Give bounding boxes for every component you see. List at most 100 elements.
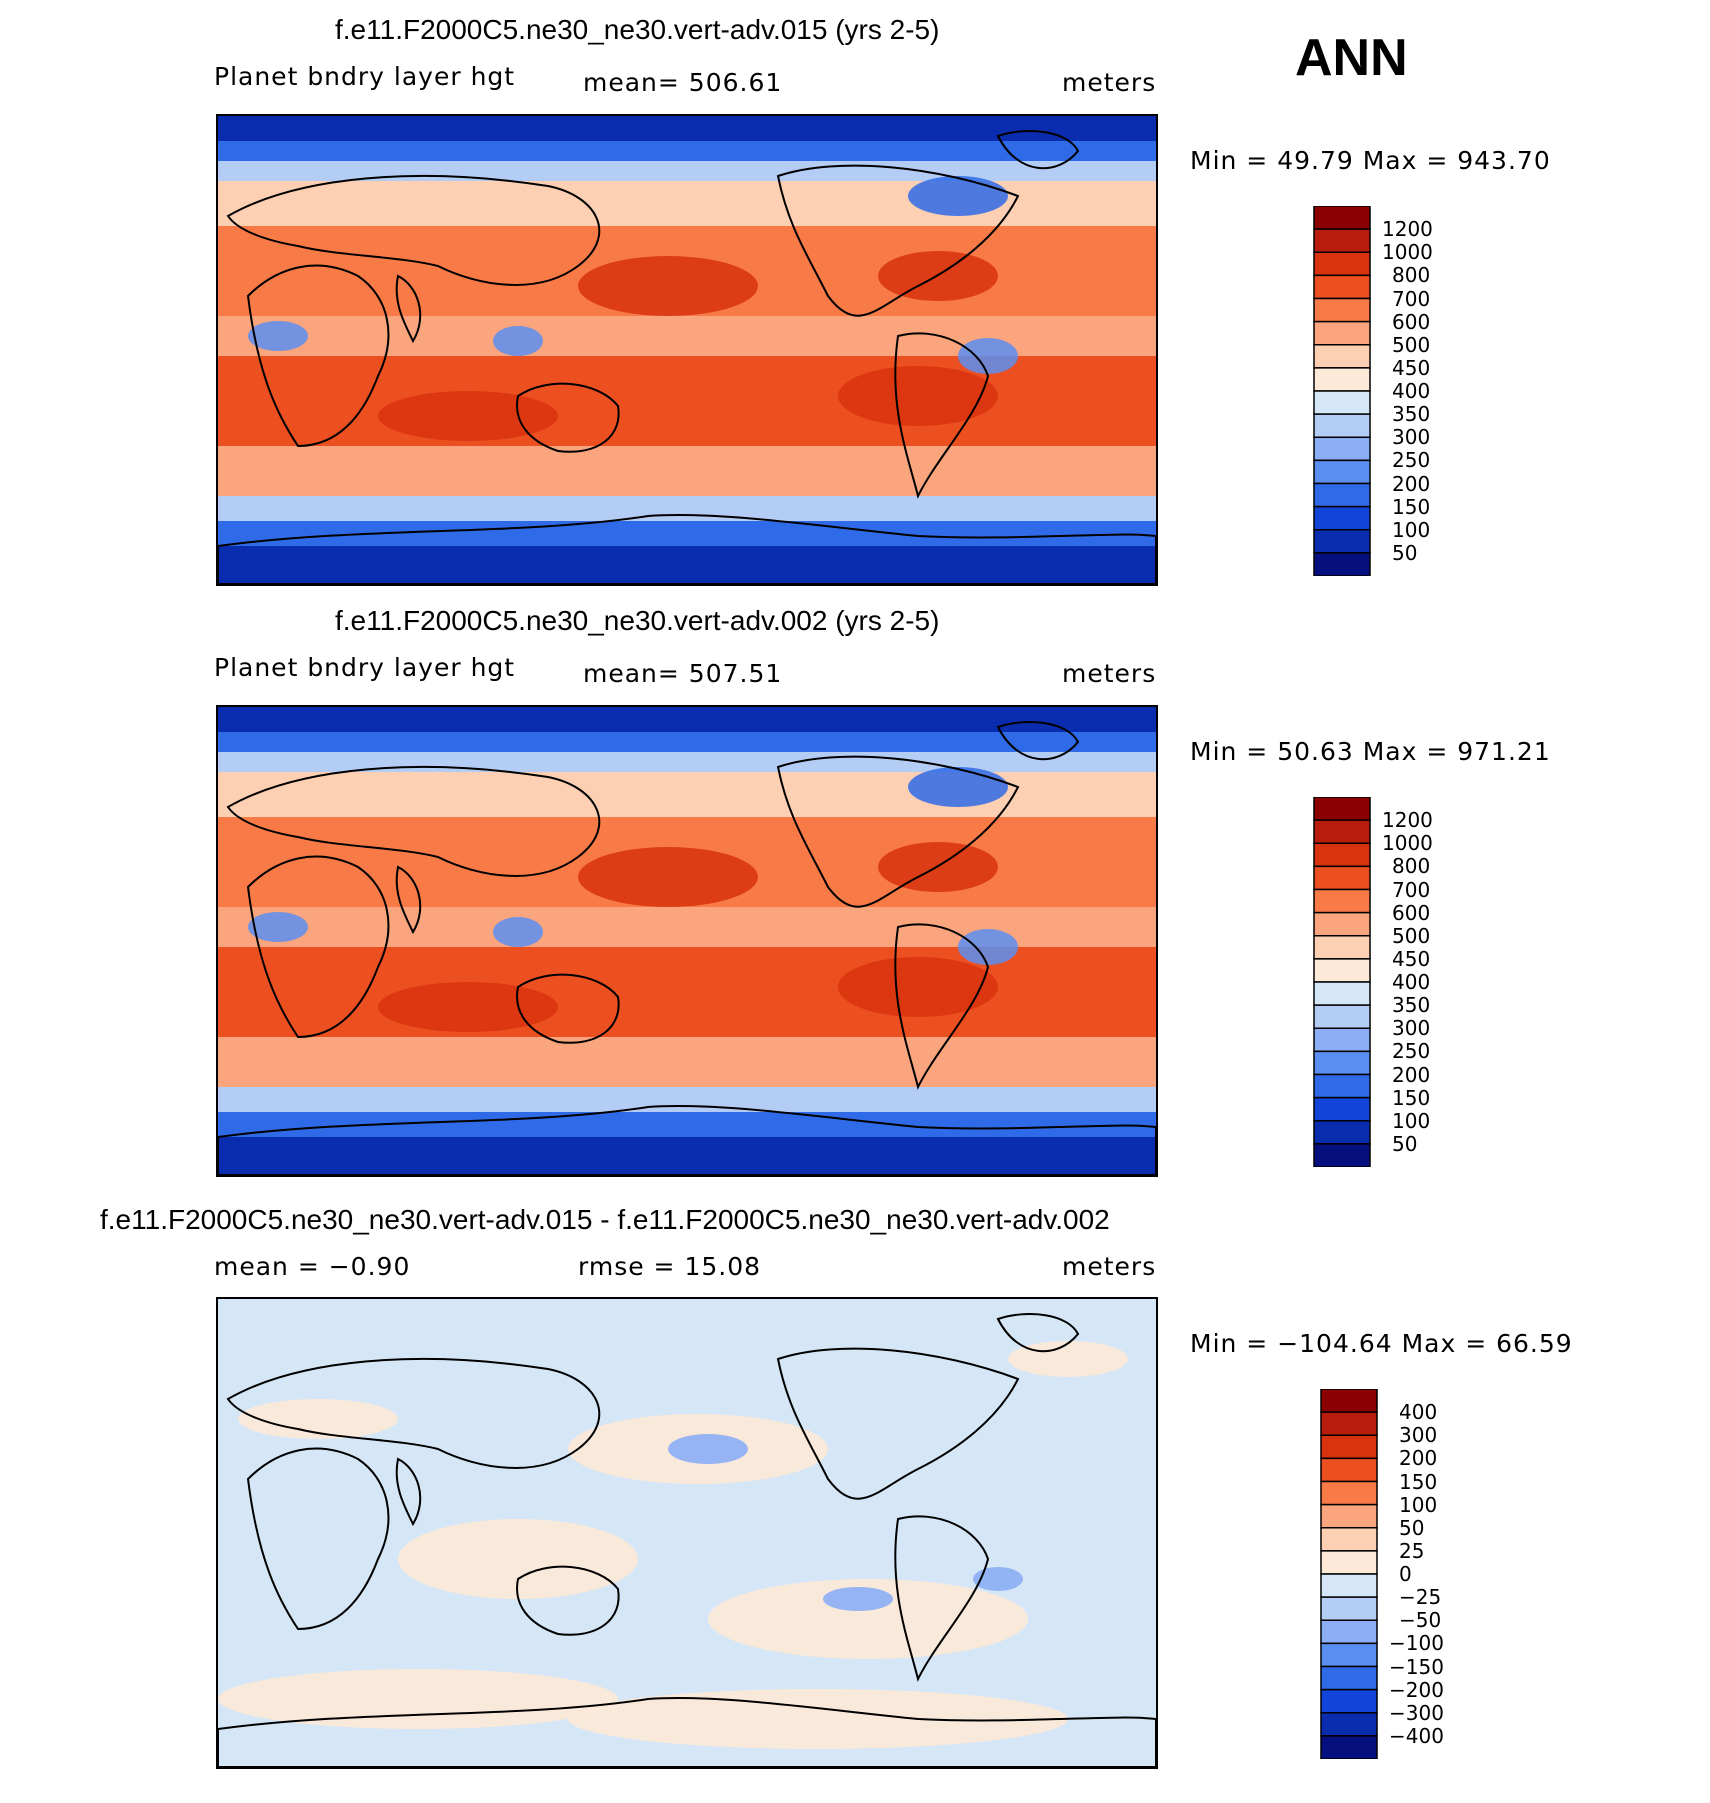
colorbar-box — [1313, 1027, 1371, 1053]
colorbar-tick-label: 500 — [1392, 923, 1431, 948]
coastline — [894, 332, 990, 499]
field-band — [218, 1137, 1156, 1175]
colorbar-tick-label: −300 — [1389, 1700, 1444, 1725]
field-blob — [248, 321, 308, 351]
coastline — [395, 865, 422, 935]
coastline — [776, 164, 1020, 317]
colorbar-box — [1313, 228, 1371, 254]
colorbar-tick-label: 400 — [1392, 970, 1431, 994]
panel-1-title: f.e11.F2000C5.ne30_ne30.vert-adv.015 (yr… — [335, 14, 940, 45]
colorbar-box — [1313, 436, 1371, 462]
panel-1-colorbar-svg — [1313, 206, 1371, 576]
colorbar-box — [1313, 1096, 1371, 1122]
field-blob — [398, 1519, 638, 1599]
colorbar-tick-label: −100 — [1389, 1631, 1444, 1656]
field-blob — [493, 326, 543, 356]
colorbar-tick-label: 1000 — [1382, 240, 1433, 265]
coastline — [395, 1457, 422, 1527]
colorbar-tick-label: 400 — [1399, 1400, 1438, 1425]
panel-3-title: f.e11.F2000C5.ne30_ne30.vert-adv.015 - f… — [100, 1204, 1110, 1235]
colorbar-tick-label: 25 — [1399, 1538, 1425, 1563]
colorbar-box — [1313, 459, 1371, 485]
colorbar-tick-label: 800 — [1392, 854, 1431, 879]
colorbar-box — [1313, 958, 1371, 983]
colorbar-box — [1313, 1120, 1371, 1145]
colorbar-box — [1320, 1389, 1378, 1413]
panel-2-colorbar — [1313, 797, 1371, 1167]
colorbar-tick-label: 600 — [1392, 900, 1431, 925]
coastline — [218, 1105, 1156, 1175]
panel-3-map — [216, 1297, 1158, 1769]
colorbar-box — [1320, 1712, 1378, 1737]
field-blob — [248, 912, 308, 942]
field-blob — [908, 176, 1008, 216]
coastline — [776, 1347, 1020, 1500]
colorbar-box — [1313, 1004, 1371, 1030]
panel-3-map-svg — [218, 1299, 1156, 1767]
colorbar-tick-label: 300 — [1399, 1423, 1438, 1448]
colorbar-box — [1320, 1596, 1378, 1622]
colorbar-box — [1313, 297, 1371, 323]
panel-1-map — [216, 114, 1158, 586]
colorbar-box — [1313, 367, 1371, 392]
colorbar-tick-label: −25 — [1399, 1585, 1442, 1610]
field-blob — [668, 1434, 748, 1464]
coastline — [218, 1697, 1156, 1767]
colorbar-tick-label: 1000 — [1382, 831, 1433, 856]
coastline — [894, 923, 990, 1090]
colorbar-tick-label: 300 — [1392, 425, 1431, 450]
panel-2-variable-label: Planet bndry layer hgt — [214, 653, 516, 682]
field-blob — [493, 917, 543, 947]
colorbar-box — [1313, 888, 1371, 914]
panel-1-units-label: meters — [1062, 68, 1157, 97]
field-band — [218, 181, 1156, 226]
colorbar-box — [1313, 911, 1371, 937]
colorbar-box — [1320, 1480, 1378, 1506]
colorbar-tick-label: 200 — [1392, 1062, 1431, 1087]
field-blob — [238, 1399, 398, 1439]
colorbar-tick-label: −150 — [1389, 1654, 1444, 1679]
colorbar-tick-label: 1200 — [1382, 217, 1433, 242]
coastline — [894, 1515, 990, 1682]
coastline — [516, 1565, 620, 1636]
colorbar-tick-label: 150 — [1392, 1085, 1431, 1110]
colorbar-box — [1320, 1735, 1378, 1759]
colorbar-box — [1313, 552, 1371, 576]
colorbar-tick-label: 200 — [1392, 471, 1431, 496]
field-band — [218, 356, 1156, 446]
colorbar-tick-label: 450 — [1392, 355, 1431, 380]
coastline — [516, 973, 620, 1044]
panel-1-variable-label: Planet bndry layer hgt — [214, 62, 516, 91]
field-band — [218, 446, 1156, 496]
colorbar-box — [1320, 1527, 1378, 1552]
colorbar-tick-label: 100 — [1399, 1492, 1438, 1517]
field-blob — [378, 391, 558, 441]
panel-2-map-svg — [218, 707, 1156, 1175]
panel-3-colorbar-svg — [1320, 1389, 1378, 1759]
colorbar-tick-label: 200 — [1399, 1446, 1438, 1471]
colorbar-tick-label: 700 — [1392, 286, 1431, 311]
colorbar-tick-label: 450 — [1392, 946, 1431, 971]
field-band — [218, 116, 1156, 141]
field-blob — [578, 847, 758, 907]
colorbar-box — [1320, 1665, 1378, 1691]
colorbar-box — [1313, 529, 1371, 554]
colorbar-box — [1320, 1619, 1378, 1645]
colorbar-tick-label: −400 — [1389, 1723, 1444, 1748]
field-band — [218, 707, 1156, 732]
colorbar-box — [1320, 1642, 1378, 1668]
colorbar-tick-label: 100 — [1392, 517, 1431, 542]
colorbar-tick-label: 300 — [1392, 1016, 1431, 1041]
colorbar-tick-label: −200 — [1389, 1677, 1444, 1702]
colorbar-tick-label: 150 — [1399, 1469, 1438, 1494]
colorbar-box — [1313, 320, 1371, 346]
panel-2-title: f.e11.F2000C5.ne30_ne30.vert-adv.002 (yr… — [335, 605, 940, 636]
colorbar-box — [1313, 1143, 1371, 1167]
colorbar-box — [1320, 1411, 1378, 1437]
field-band — [218, 772, 1156, 817]
field-band — [218, 141, 1156, 161]
colorbar-box — [1313, 206, 1371, 230]
colorbar-box — [1313, 390, 1371, 415]
field-band — [218, 1037, 1156, 1087]
panel-3-units-label: meters — [1062, 1252, 1157, 1281]
